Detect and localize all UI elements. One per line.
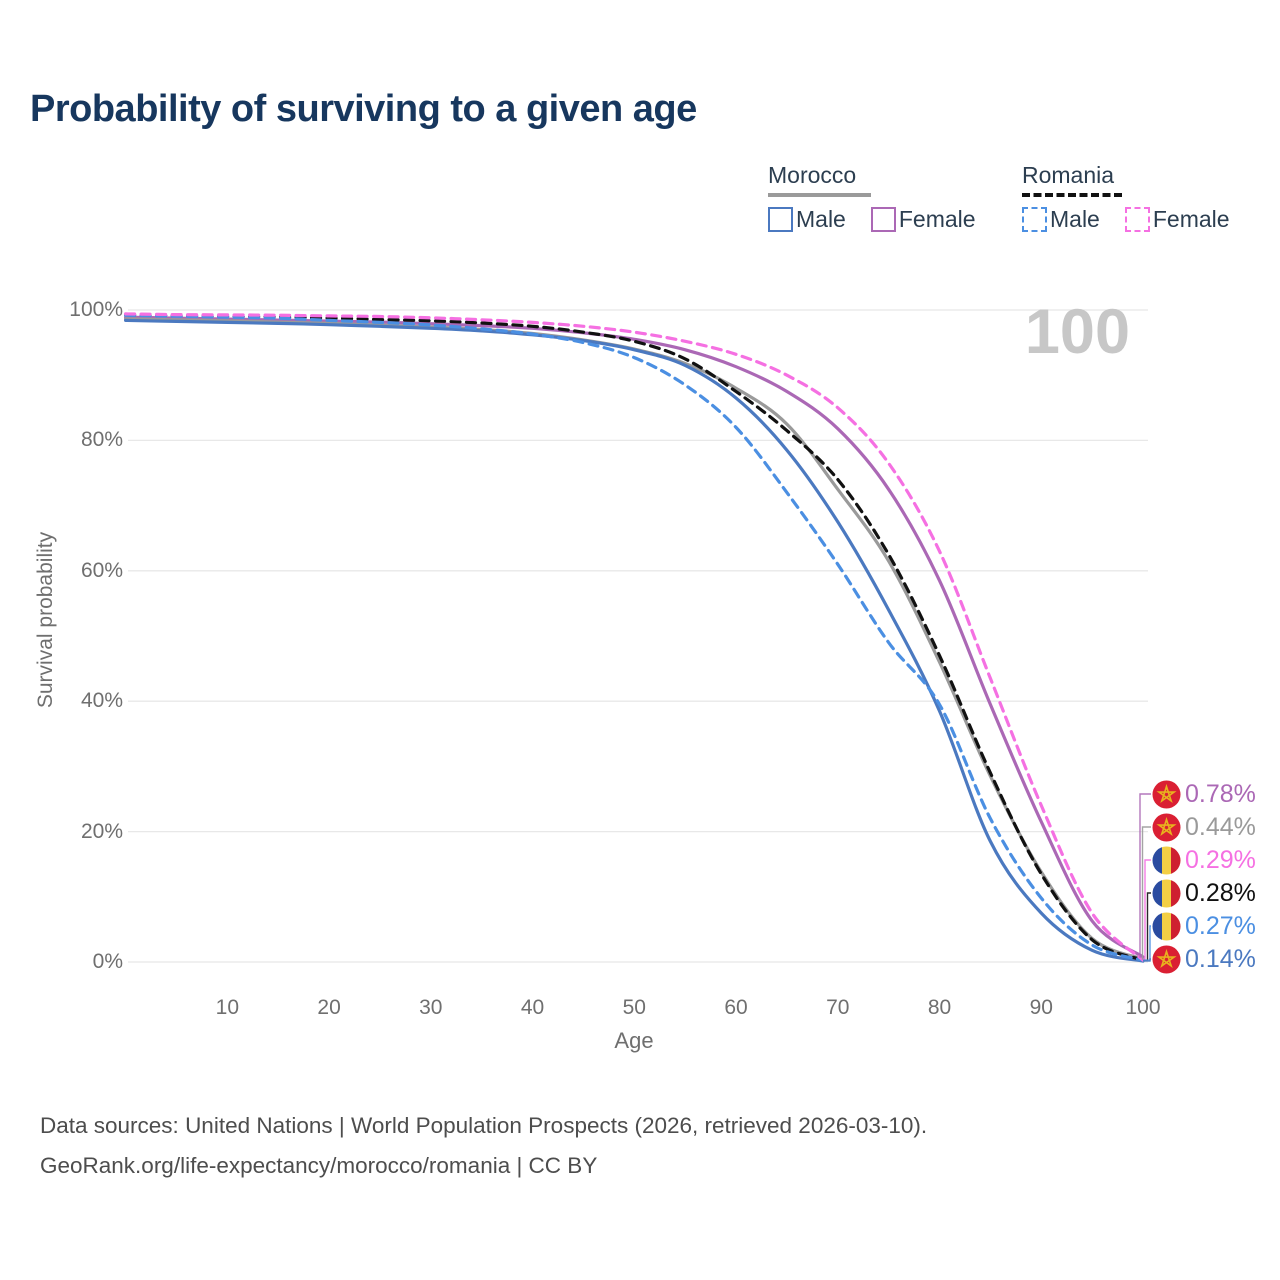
y-tick-0%: 0% bbox=[92, 950, 123, 973]
end-label-romania-both-sexes[interactable]: 0.28% bbox=[1152, 879, 1256, 908]
x-tick-10: 10 bbox=[215, 996, 240, 1019]
morocco-solid-line-swatch bbox=[768, 193, 871, 197]
end-label-connector bbox=[1143, 925, 1151, 961]
x-tick-80: 80 bbox=[927, 996, 952, 1019]
end-label-connector bbox=[1143, 958, 1151, 962]
x-tick-70: 70 bbox=[826, 996, 850, 1019]
end-label-value: 0.27% bbox=[1185, 911, 1256, 940]
x-tick-30: 30 bbox=[419, 996, 443, 1019]
series-line-morocco-male[interactable] bbox=[124, 318, 1145, 963]
legend-item-label: Male bbox=[1050, 206, 1100, 232]
legend-morocco-items: Male Female bbox=[768, 206, 976, 233]
romania-flag-icon bbox=[1152, 878, 1181, 908]
x-axis-title: Age bbox=[614, 1028, 654, 1053]
legend-item-label: Female bbox=[898, 206, 976, 232]
source-line-2: GeoRank.org/life-expectancy/morocco/roma… bbox=[40, 1153, 598, 1178]
legend-group-morocco: Morocco Male Female bbox=[768, 162, 976, 233]
romania-flag-icon bbox=[1152, 845, 1181, 875]
end-label-morocco-female[interactable]: 0.78% bbox=[1152, 780, 1256, 809]
end-label-value: 0.28% bbox=[1185, 878, 1256, 907]
morocco-flag-icon bbox=[1152, 944, 1181, 974]
legend-group-romania: Romania Male Female bbox=[1022, 162, 1230, 233]
y-tick-20%: 20% bbox=[80, 819, 123, 843]
legend-item-morocco-female[interactable]: Female bbox=[870, 206, 976, 233]
series-line-romania-both-sexes[interactable] bbox=[124, 313, 1145, 962]
end-label-morocco-male[interactable]: 0.14% bbox=[1152, 945, 1256, 974]
romania-male-swatch-icon bbox=[1022, 207, 1047, 232]
x-tick-50: 50 bbox=[622, 996, 646, 1019]
end-label-value: 0.14% bbox=[1185, 944, 1256, 973]
end-label-morocco-both-sexes[interactable]: 0.44% bbox=[1152, 813, 1256, 842]
legend-romania-items: Male Female bbox=[1022, 206, 1230, 233]
end-label-connector bbox=[1141, 826, 1151, 960]
y-tick-80%: 80% bbox=[80, 428, 123, 452]
x-tick-60: 60 bbox=[724, 996, 748, 1019]
legend-item-romania-male[interactable]: Male bbox=[1022, 206, 1100, 233]
series-line-romania-male[interactable] bbox=[124, 313, 1145, 962]
y-tick-40%: 40% bbox=[80, 689, 123, 713]
series-line-morocco-both-sexes[interactable] bbox=[124, 317, 1145, 961]
legend-item-label: Male bbox=[796, 206, 846, 232]
morocco-flag-icon bbox=[1152, 779, 1181, 809]
y-tick-100%: 100% bbox=[69, 298, 123, 321]
end-label-value: 0.78% bbox=[1185, 779, 1256, 808]
x-tick-90: 90 bbox=[1029, 996, 1053, 1019]
legend-romania-title: Romania bbox=[1022, 162, 1115, 188]
romania-flag-icon bbox=[1152, 911, 1181, 941]
series-line-morocco-female[interactable] bbox=[124, 315, 1145, 959]
legend-item-romania-female[interactable]: Female bbox=[1124, 206, 1230, 233]
legend-morocco-title: Morocco bbox=[768, 162, 857, 188]
morocco-male-swatch-icon bbox=[768, 207, 793, 232]
morocco-female-swatch-icon bbox=[870, 207, 896, 232]
morocco-flag-icon bbox=[1152, 812, 1181, 842]
end-label-connector bbox=[1139, 793, 1151, 958]
romania-female-swatch-icon bbox=[1124, 207, 1150, 232]
source-line-1: Data sources: United Nations | World Pop… bbox=[40, 1113, 928, 1138]
x-tick-20: 20 bbox=[317, 996, 341, 1019]
x-tick-100: 100 bbox=[1125, 996, 1161, 1019]
series-line-romania-female[interactable] bbox=[124, 312, 1145, 962]
chart-title: Probability of surviving to a given age bbox=[30, 88, 697, 130]
romania-dashed-line-swatch bbox=[1022, 193, 1122, 197]
end-label-romania-female[interactable]: 0.29% bbox=[1152, 846, 1256, 875]
y-tick-60%: 60% bbox=[80, 558, 123, 582]
x-tick-40: 40 bbox=[520, 996, 545, 1019]
end-label-value: 0.29% bbox=[1185, 845, 1256, 874]
source-attribution: Data sources: United Nations | World Pop… bbox=[40, 1106, 927, 1186]
end-label-value: 0.44% bbox=[1185, 812, 1256, 841]
legend-item-label: Female bbox=[1152, 206, 1230, 232]
end-label-romania-male[interactable]: 0.27% bbox=[1152, 912, 1256, 941]
legend-item-morocco-male[interactable]: Male bbox=[768, 206, 846, 233]
age-counter-watermark: 100 bbox=[1024, 297, 1130, 367]
